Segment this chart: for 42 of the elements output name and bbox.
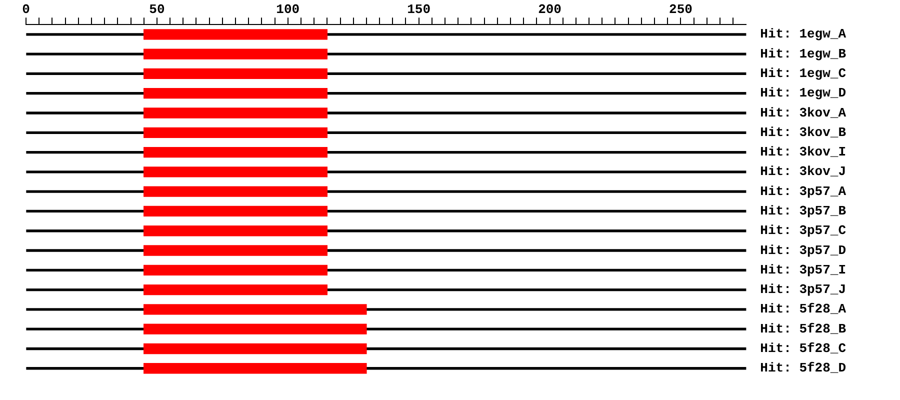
x-tick-label: 50 [149,2,165,18]
bar [144,88,328,99]
bar [144,68,328,80]
bar [144,226,328,236]
y-tick-label: Hit: 3kov_B [760,124,846,140]
y-tick-label: Hit: 3p57_J [760,282,846,298]
x-tick-label: 250 [669,2,693,18]
y-tick-label: Hit: 3p57_I [760,262,846,278]
y-tick-label: Hit: 5f28_A [760,302,846,317]
bar [144,186,328,197]
y-tick-label: Hit: 1egw_B [760,46,846,62]
y-tick-label: Hit: 3p57_B [760,204,846,219]
bar [144,264,328,276]
y-tick-label: Hit: 5f28_D [760,360,846,376]
bar [144,146,328,158]
bar [144,304,367,315]
y-tick-label: Hit: 3kov_J [760,164,846,180]
y-tick-label: Hit: 3p57_A [760,184,846,199]
x-tick-label: 200 [538,2,562,18]
y-tick-label: Hit: 3p57_D [760,242,846,258]
bar [144,166,328,178]
bar [144,29,328,40]
bar [144,48,328,60]
x-tick-label: 0 [22,2,30,18]
y-tick-label: Hit: 1egw_D [760,86,846,101]
bar [144,343,367,354]
bar [144,127,328,138]
y-tick-label: Hit: 3p57_C [760,223,846,238]
bar [144,245,328,256]
bar [144,363,367,374]
y-tick-label: Hit: 1egw_A [760,26,846,42]
bar [144,284,328,296]
y-tick-label: Hit: 3kov_A [760,105,846,120]
bar [144,206,328,217]
x-tick-label: 150 [407,2,431,18]
y-tick-label: Hit: 3kov_I [760,144,846,160]
y-tick-label: Hit: 1egw_C [760,66,846,81]
y-tick-label: Hit: 5f28_C [760,341,846,356]
y-tick-label: Hit: 5f28_B [760,321,846,336]
x-tick-label: 100 [276,2,300,18]
bar [144,108,328,118]
bar [144,324,367,334]
